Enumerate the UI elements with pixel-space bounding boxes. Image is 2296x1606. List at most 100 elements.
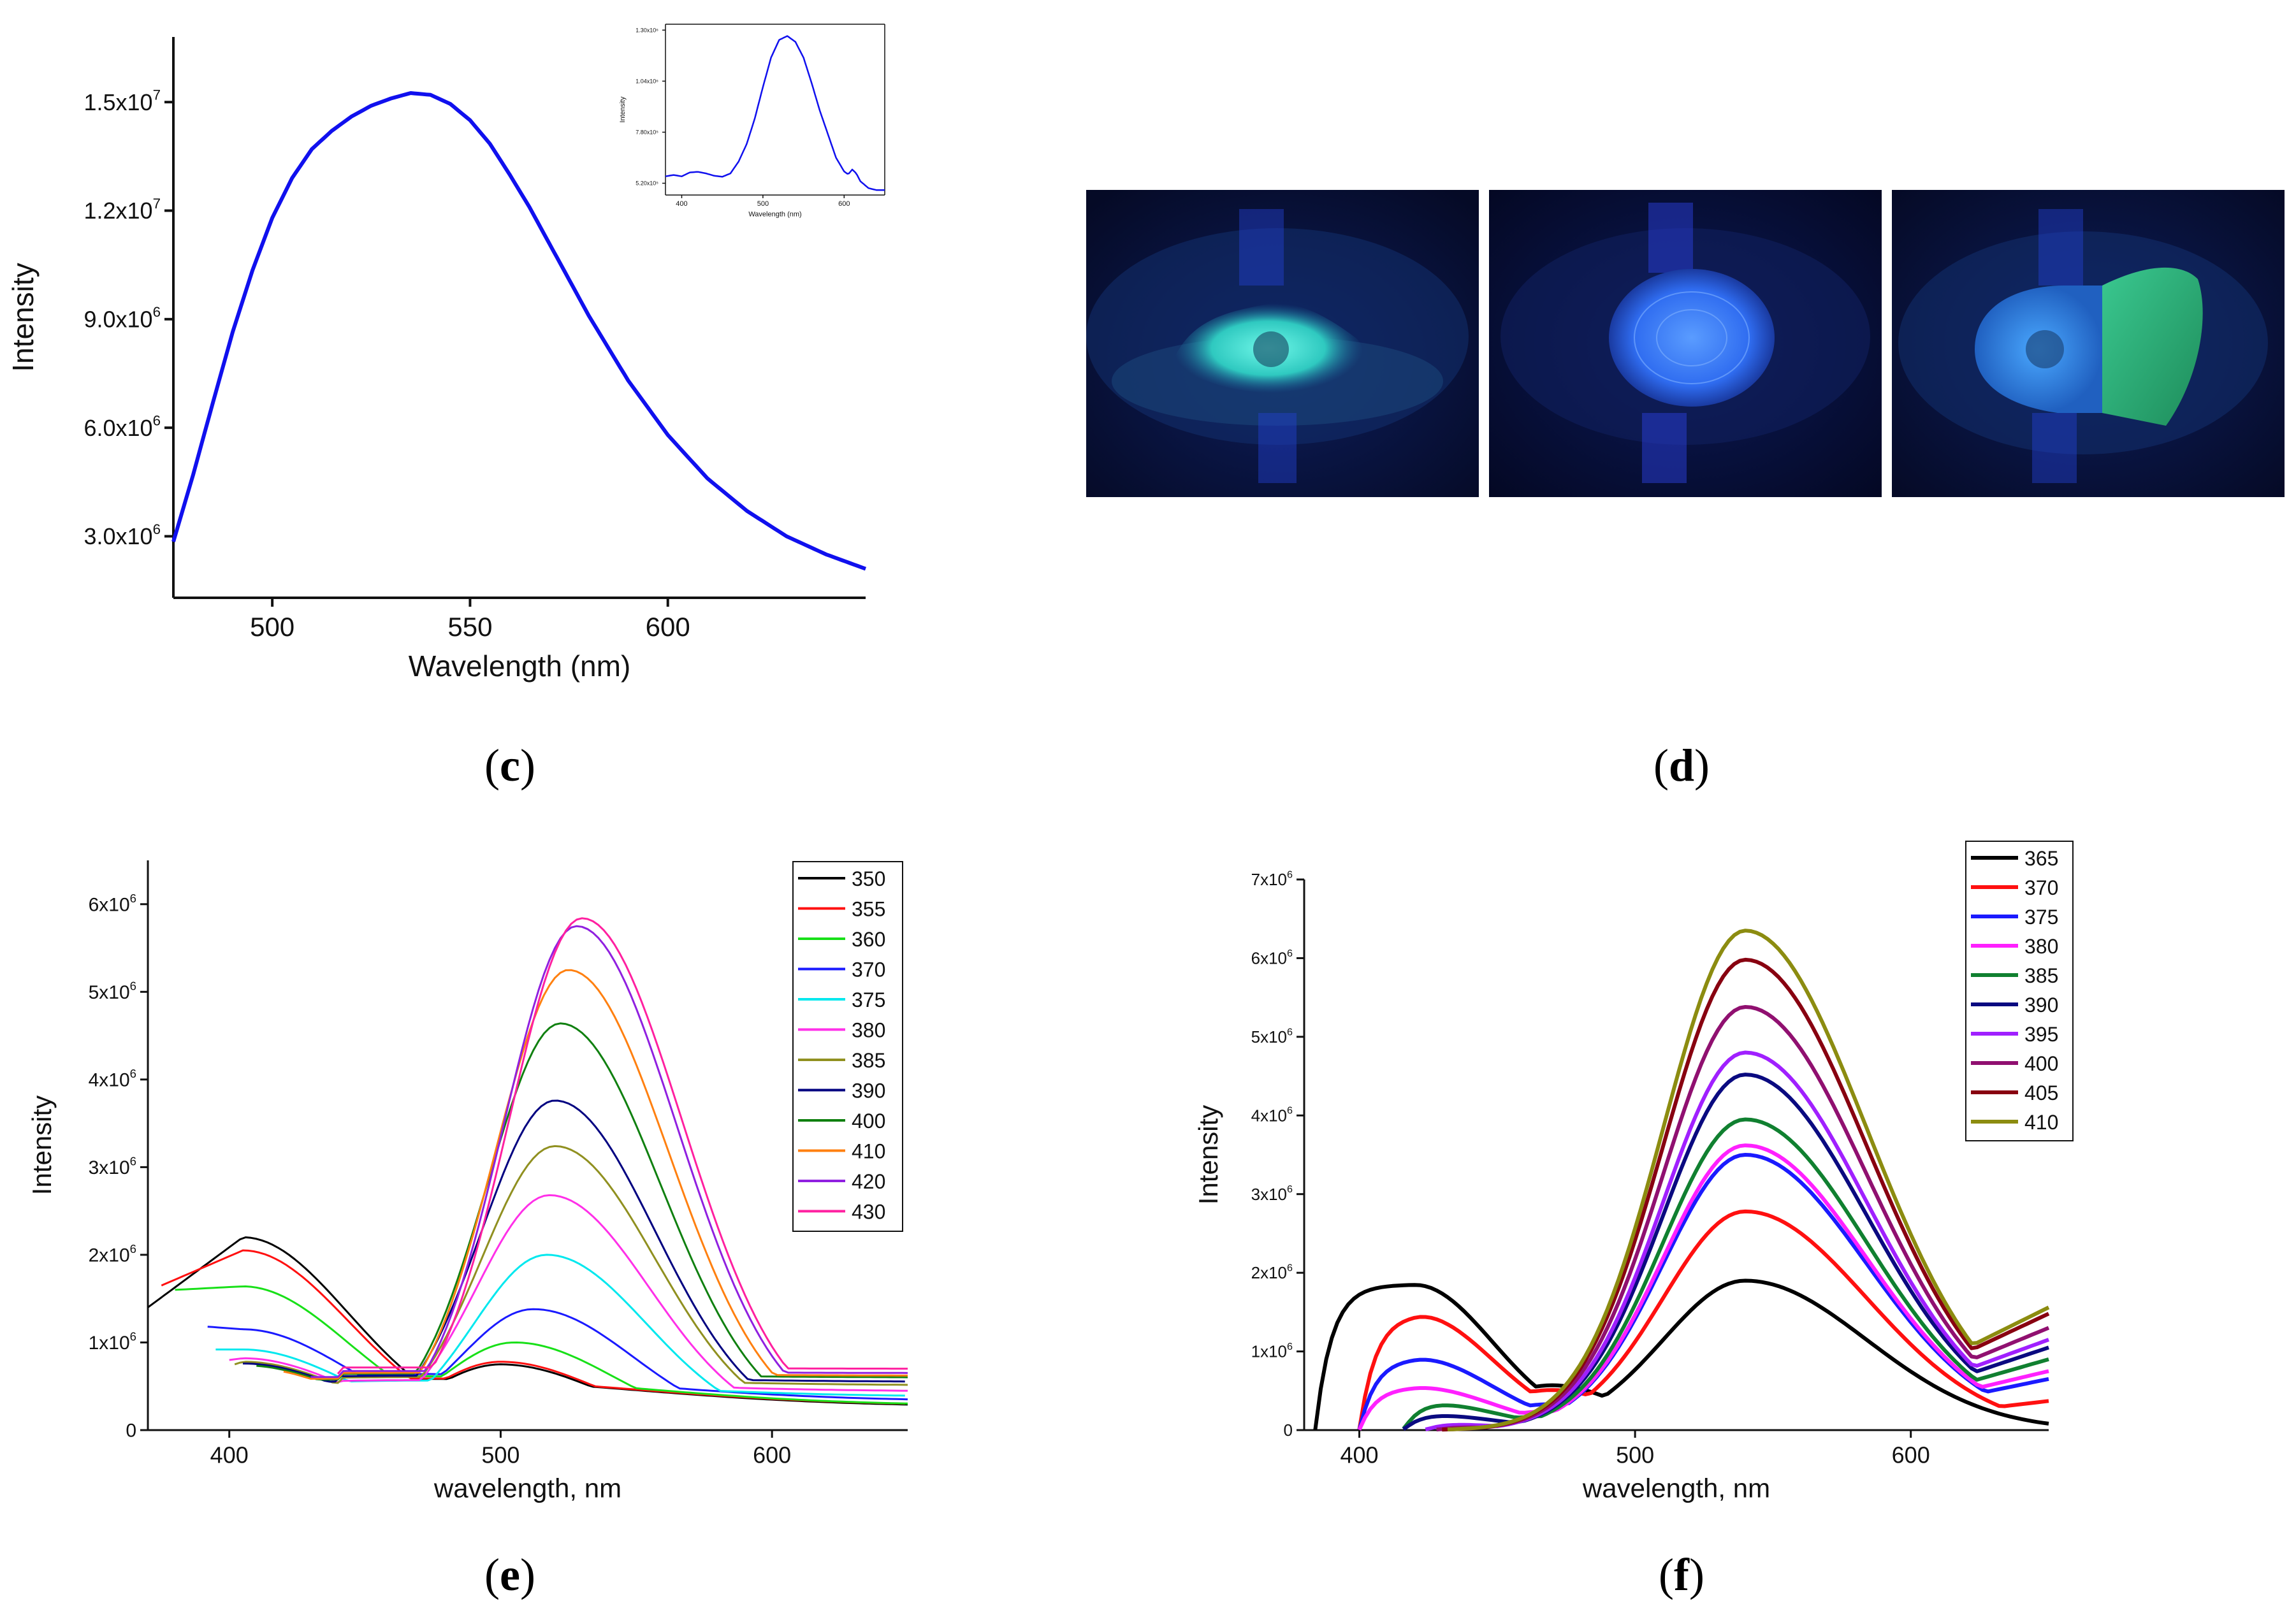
y-axis-label-f: Intensity bbox=[1193, 1105, 1223, 1204]
series-line-410 bbox=[283, 969, 908, 1380]
legend-label-400: 400 bbox=[852, 1110, 885, 1132]
panel-label-d: (d) bbox=[1618, 739, 1745, 792]
x-tick-label-f: 500 bbox=[1616, 1442, 1654, 1468]
legend-label-365: 365 bbox=[2024, 847, 2058, 870]
x-tick-label-c: 500 bbox=[250, 612, 294, 642]
legend-label-430: 430 bbox=[852, 1201, 885, 1224]
legend-label-355: 355 bbox=[852, 898, 885, 921]
y-tick-label-f: 5x106 bbox=[1251, 1026, 1293, 1046]
legend-label-420: 420 bbox=[852, 1170, 885, 1193]
y-tick-label-e: 2x106 bbox=[89, 1242, 136, 1266]
legend-label-380: 380 bbox=[2024, 935, 2058, 958]
y-tick-label-f: 3x106 bbox=[1251, 1183, 1293, 1204]
x-tick-label-f: 400 bbox=[1340, 1442, 1378, 1468]
photo-strip-d bbox=[1086, 190, 2285, 497]
x-tick-label-c: 550 bbox=[447, 612, 492, 642]
panel-label-c-close: ) bbox=[520, 740, 535, 791]
panel-label-e-letter: e bbox=[500, 1549, 520, 1600]
series-line-405 bbox=[1442, 957, 2050, 1432]
series-line-370 bbox=[207, 1308, 908, 1401]
x-tick-label-e: 500 bbox=[481, 1442, 520, 1468]
y-tick-label-f: 6x106 bbox=[1251, 948, 1293, 968]
series-line-c bbox=[171, 91, 867, 571]
photo-dish-cyan-glow bbox=[1086, 190, 1479, 497]
x-tick-label-c: 600 bbox=[646, 612, 690, 642]
y-tick-label-c: 9.0x106 bbox=[84, 304, 161, 332]
legend-label-385: 385 bbox=[2024, 964, 2058, 987]
y-tick-label-f: 1x106 bbox=[1251, 1341, 1293, 1361]
y-tick-label-c: 3.0x106 bbox=[84, 521, 161, 549]
series-line-370 bbox=[1357, 1209, 2049, 1430]
series-line-380 bbox=[229, 1194, 908, 1392]
panel-label-f-letter: f bbox=[1674, 1549, 1689, 1600]
y-tick-label-c-inset: 1.04x10⁶ bbox=[636, 78, 658, 84]
y-tick-label-c-inset: 7.80x10⁵ bbox=[636, 129, 658, 136]
legend-label-405: 405 bbox=[2024, 1082, 2058, 1104]
y-tick-label-c-inset: 5.20x10⁵ bbox=[636, 180, 658, 187]
y-tick-label-e: 0 bbox=[126, 1421, 136, 1442]
y-tick-label-e: 3x106 bbox=[89, 1154, 136, 1178]
legend-label-360: 360 bbox=[852, 928, 885, 951]
panel-label-e-open: ( bbox=[484, 1549, 500, 1600]
series-line-365 bbox=[1313, 1278, 2049, 1431]
legend-label-400: 400 bbox=[2024, 1052, 2058, 1075]
y-tick-label-e: 5x106 bbox=[89, 979, 136, 1003]
x-tick-label-c-inset: 600 bbox=[838, 200, 850, 208]
series-line-380 bbox=[1357, 1143, 2049, 1431]
y-axis-label-e: Intensity bbox=[27, 1096, 57, 1195]
y-tick-label-c-inset: 1.30x10⁶ bbox=[636, 27, 658, 33]
panel-label-e: (e) bbox=[446, 1549, 574, 1602]
panel-label-f: (f) bbox=[1618, 1549, 1745, 1602]
legend-label-350: 350 bbox=[852, 867, 885, 890]
y-tick-label-e: 1x106 bbox=[89, 1329, 136, 1354]
series-line-430 bbox=[337, 917, 908, 1375]
panel-label-f-close: ) bbox=[1689, 1549, 1704, 1600]
legend-label-395: 395 bbox=[2024, 1023, 2058, 1046]
x-axis-label-c-inset: Wavelength (nm) bbox=[748, 211, 801, 219]
y-tick-label-f: 4x106 bbox=[1251, 1105, 1293, 1125]
x-tick-label-c-inset: 400 bbox=[676, 200, 687, 208]
panel-label-c-open: ( bbox=[484, 740, 500, 791]
y-axis-label-c-inset: Intensity bbox=[619, 96, 627, 122]
inset-series-line-c bbox=[665, 35, 885, 191]
legend-label-370: 370 bbox=[852, 959, 885, 981]
panel-label-d-close: ) bbox=[1694, 740, 1710, 791]
photo-dish-blue-glow bbox=[1489, 190, 1882, 497]
y-tick-label-c: 1.5x107 bbox=[84, 87, 161, 115]
legend-label-375: 375 bbox=[852, 988, 885, 1011]
photo-dish-blue-green-glow bbox=[1892, 190, 2285, 497]
series-line-385 bbox=[1402, 1117, 2049, 1430]
legend-label-410: 410 bbox=[2024, 1111, 2058, 1134]
series-line-410 bbox=[1447, 929, 2050, 1431]
series-line-375 bbox=[1357, 1153, 2049, 1431]
legend-label-370: 370 bbox=[2024, 876, 2058, 899]
legend-e bbox=[792, 861, 903, 1232]
legend-label-375: 375 bbox=[2024, 906, 2058, 929]
y-tick-label-c: 1.2x107 bbox=[84, 196, 161, 224]
x-tick-label-e: 600 bbox=[753, 1442, 791, 1468]
y-axis-label-c: Intensity bbox=[6, 263, 40, 372]
series-line-375 bbox=[215, 1254, 905, 1397]
series-line-385 bbox=[234, 1145, 908, 1386]
panel-label-d-open: ( bbox=[1653, 740, 1669, 791]
legend-label-410: 410 bbox=[852, 1140, 885, 1163]
panel-label-d-letter: d bbox=[1668, 740, 1695, 791]
panel-label-c: (c) bbox=[446, 739, 574, 792]
y-tick-label-f: 7x106 bbox=[1251, 869, 1293, 889]
x-axis-label-f: wavelength, nm bbox=[1582, 1473, 1770, 1503]
legend-label-385: 385 bbox=[852, 1049, 885, 1072]
y-tick-label-f: 0 bbox=[1284, 1421, 1293, 1440]
x-tick-label-e: 400 bbox=[210, 1442, 249, 1468]
legend-label-390: 390 bbox=[2024, 994, 2058, 1016]
y-tick-label-c: 6.0x106 bbox=[84, 413, 161, 441]
x-tick-label-c-inset: 500 bbox=[757, 200, 769, 208]
y-tick-label-f: 2x106 bbox=[1251, 1262, 1293, 1283]
x-axis-label-c: Wavelength (nm) bbox=[409, 649, 631, 683]
x-axis-label-e: wavelength, nm bbox=[433, 1473, 621, 1503]
panel-label-f-open: ( bbox=[1659, 1549, 1674, 1600]
y-tick-label-e: 4x106 bbox=[89, 1067, 136, 1091]
series-line-390 bbox=[242, 1099, 905, 1383]
